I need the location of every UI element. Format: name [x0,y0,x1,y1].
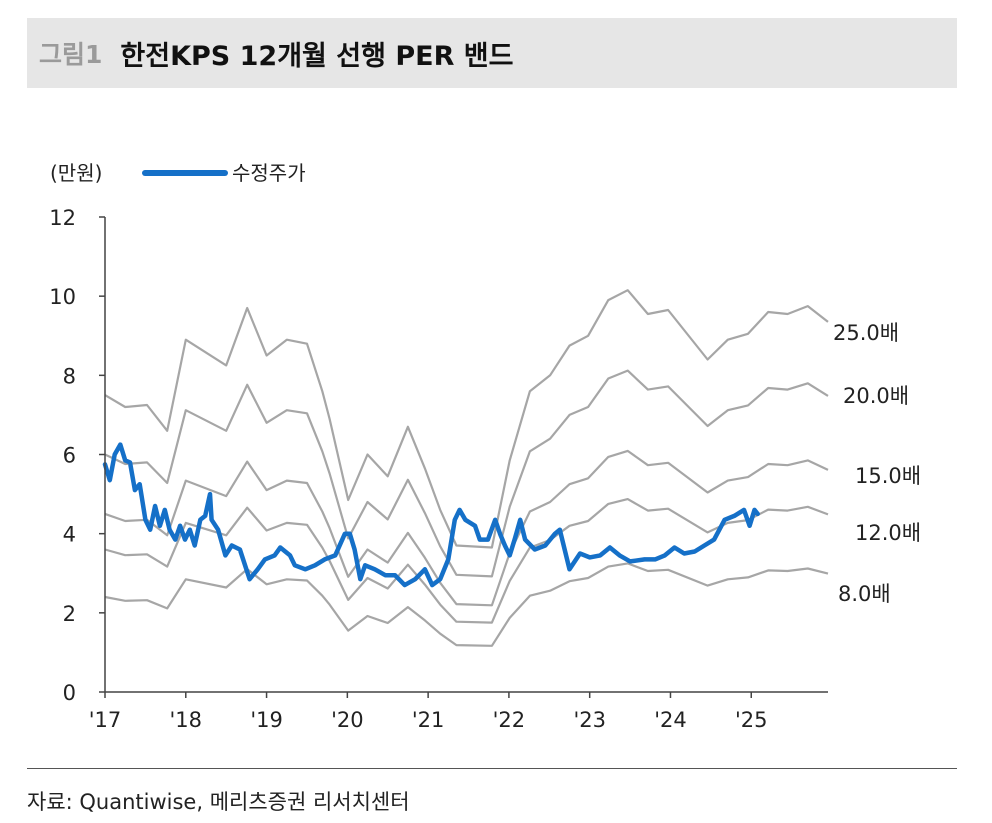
per-band-label-25x: 25.0배 [833,321,899,345]
y-unit-label: (만원) [50,161,102,185]
x-tick-label: '18 [170,708,203,732]
x-tick-label: '25 [735,708,768,732]
per-band-label-15x: 15.0배 [855,464,921,488]
per-band-label-12x: 12.0배 [855,521,921,545]
y-tick-label: 6 [63,444,76,468]
figure-title-bar: 그림1 한전KPS 12개월 선행 PER 밴드 [27,18,957,88]
y-tick-label: 4 [63,523,76,547]
y-tick-label: 0 [63,681,76,705]
per-band-line-12x [104,498,829,624]
x-tick-label: '22 [493,708,526,732]
per-band-line-8x [104,562,829,647]
per-band-line-25x [104,289,829,549]
x-tick-label: '20 [331,708,364,732]
figure-number: 그림1 [39,40,103,69]
y-tick-label: 10 [49,285,76,309]
y-tick-label: 8 [63,364,76,388]
x-tick-label: '19 [250,708,283,732]
x-tick-label: '24 [654,708,687,732]
x-tick-label: '17 [89,708,122,732]
x-tick-label: '21 [412,708,445,732]
price-series-line [102,442,760,588]
legend-price-label: 수정주가 [232,161,306,185]
y-tick-label: 12 [49,206,76,230]
per-band-label-20x: 20.0배 [843,384,909,408]
per-band-label-8x: 8.0배 [838,582,891,606]
source-note: 자료: Quantiwise, 메리츠증권 리서치센터 [27,790,410,814]
source-divider [27,768,957,769]
per-band-line-15x [104,449,829,607]
figure-title: 한전KPS 12개월 선행 PER 밴드 [120,40,514,72]
x-tick-label: '23 [573,708,606,732]
y-tick-label: 2 [63,602,76,626]
